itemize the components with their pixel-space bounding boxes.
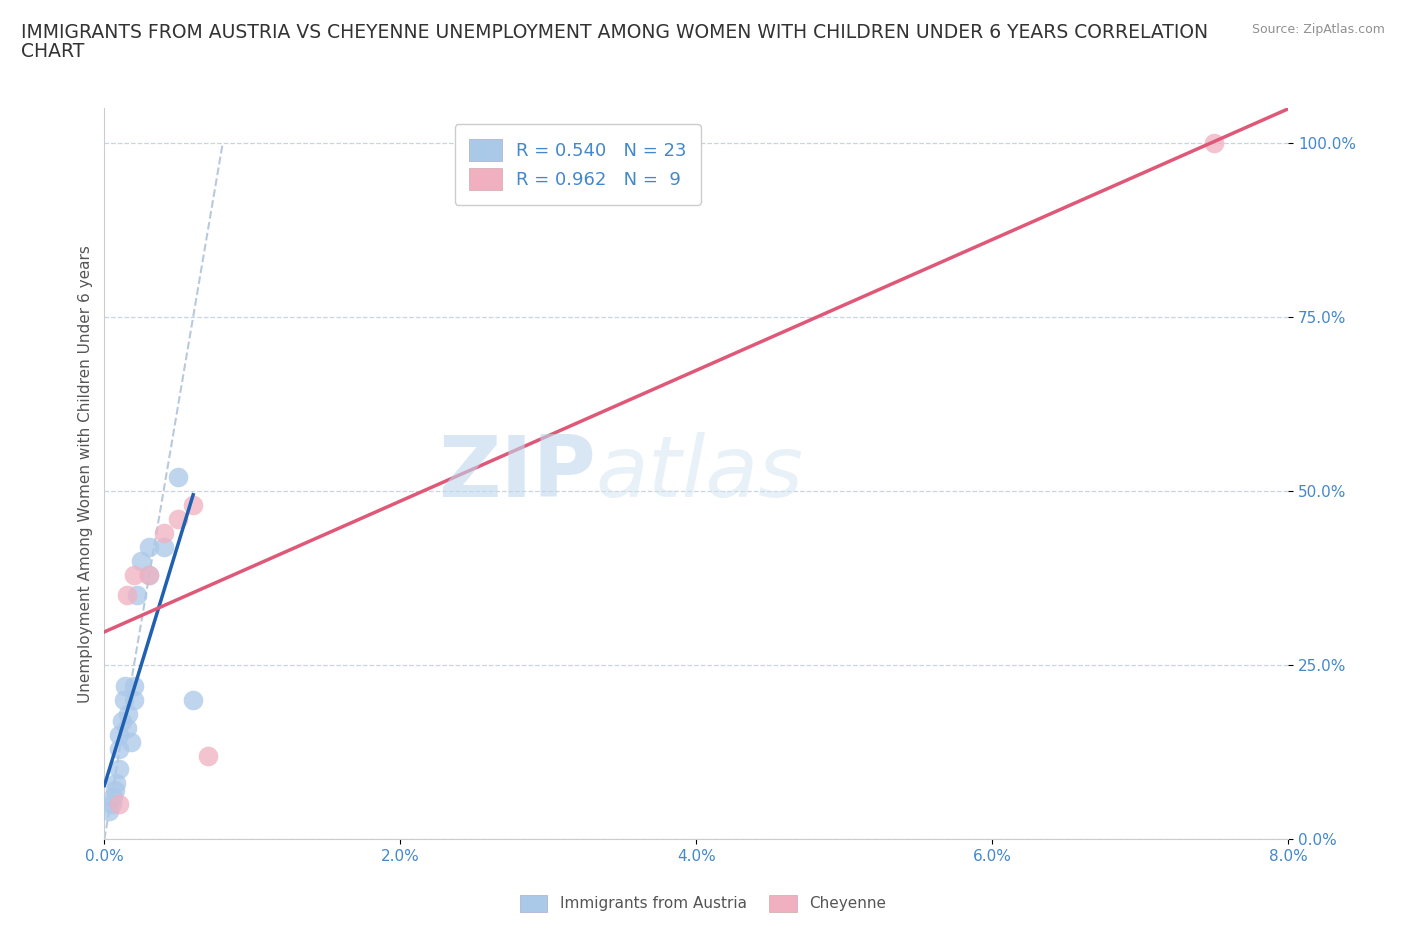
Point	[108, 727, 131, 742]
Point	[181, 693, 204, 708]
Point	[122, 693, 145, 708]
Legend: R = 0.540   N = 23, R = 0.962   N =  9: R = 0.540 N = 23, R = 0.962 N = 9	[454, 125, 702, 205]
Point	[122, 679, 145, 694]
Point	[197, 748, 219, 763]
Point	[108, 762, 131, 777]
Point	[167, 470, 190, 485]
Point	[138, 567, 160, 582]
Point	[125, 588, 148, 603]
Legend: Immigrants from Austria, Cheyenne: Immigrants from Austria, Cheyenne	[513, 889, 893, 918]
Point	[115, 720, 138, 735]
Point	[103, 790, 125, 804]
Point	[117, 707, 139, 722]
Y-axis label: Unemployment Among Women with Children Under 6 years: Unemployment Among Women with Children U…	[79, 245, 93, 702]
Point	[152, 539, 174, 554]
Point	[1204, 136, 1226, 151]
Text: atlas: atlas	[596, 432, 804, 515]
Point	[167, 512, 190, 526]
Point	[97, 804, 120, 818]
Text: ZIP: ZIP	[437, 432, 596, 515]
Point	[138, 539, 160, 554]
Text: Source: ZipAtlas.com: Source: ZipAtlas.com	[1251, 23, 1385, 36]
Point	[108, 741, 131, 756]
Text: IMMIGRANTS FROM AUSTRIA VS CHEYENNE UNEMPLOYMENT AMONG WOMEN WITH CHILDREN UNDER: IMMIGRANTS FROM AUSTRIA VS CHEYENNE UNEM…	[21, 23, 1208, 42]
Point	[120, 734, 142, 749]
Point	[181, 498, 204, 512]
Point	[138, 567, 160, 582]
Point	[111, 713, 134, 728]
Point	[131, 553, 153, 568]
Point	[112, 693, 135, 708]
Point	[104, 783, 127, 798]
Point	[115, 588, 138, 603]
Point	[101, 797, 124, 812]
Point	[122, 567, 145, 582]
Point	[105, 776, 128, 790]
Point	[114, 679, 136, 694]
Point	[152, 525, 174, 540]
Point	[108, 797, 131, 812]
Text: CHART: CHART	[21, 42, 84, 60]
